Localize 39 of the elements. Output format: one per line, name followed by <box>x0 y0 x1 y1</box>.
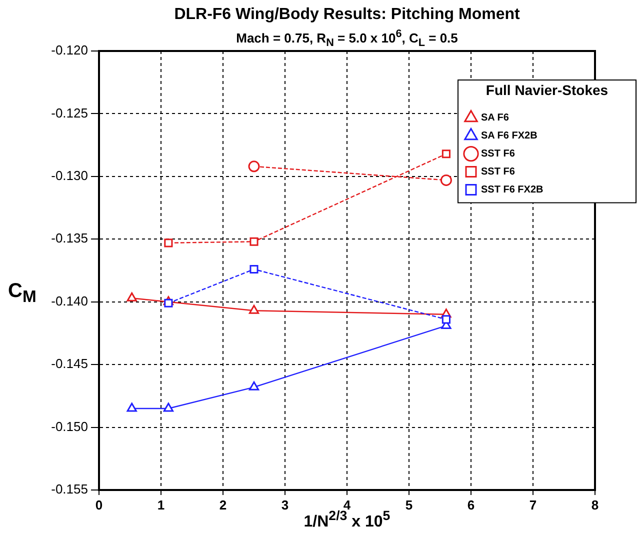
y-tick-label: -0.125 <box>51 105 88 120</box>
x-axis-title: 1/N$^{2/3}$ x 10$^{5}$ <box>304 508 390 530</box>
legend-label: SST F6 <box>481 166 516 178</box>
point <box>126 402 137 412</box>
y-axis-title: C$_{M}$ <box>8 280 36 307</box>
point <box>248 304 260 314</box>
y-tick-label: -0.155 <box>51 482 88 497</box>
point <box>126 292 137 302</box>
legend-label: SA F6 <box>481 112 510 124</box>
chart-subtitle: Mach = 0.75, R$_{N}$ = 5.0 x 10$^{6}$, C$_{L}$ = 0.5 <box>235 28 459 49</box>
point <box>442 150 450 158</box>
chart-title: DLR-F6 Wing/Body Results: Pitching Moment <box>173 6 521 24</box>
x-tick-label: 7 <box>529 497 537 512</box>
x-tick-label: 1 <box>157 497 165 512</box>
point <box>248 160 260 172</box>
point <box>163 402 174 412</box>
x-tick-label: 5 <box>405 497 413 512</box>
point <box>250 237 258 246</box>
y-tick-label: -0.150 <box>51 418 88 434</box>
x-tick-label: 0 <box>95 497 103 512</box>
point <box>248 381 260 390</box>
point <box>164 298 173 308</box>
legend-label: SA F6 FX2B <box>481 130 538 142</box>
x-tick-label: 2 <box>219 497 227 512</box>
point <box>442 315 450 324</box>
legend-label: SST F6 FX2B <box>481 184 544 196</box>
x-tick-label: 3 <box>281 497 289 512</box>
x-tick-label: 6 <box>467 497 475 512</box>
x-tick-label: 8 <box>591 497 599 512</box>
y-tick-label: -0.145 <box>51 356 88 372</box>
legend-label: SST F6 <box>481 148 516 160</box>
y-tick-label: -0.120 <box>51 42 88 58</box>
point <box>164 238 173 248</box>
y-tick-label: -0.135 <box>51 230 88 246</box>
y-tick-label: -0.140 <box>51 293 88 308</box>
y-tick-label: -0.130 <box>51 168 88 184</box>
point <box>440 174 452 186</box>
legend-title: Full Navier-Stokes <box>486 82 608 98</box>
point <box>250 264 258 274</box>
